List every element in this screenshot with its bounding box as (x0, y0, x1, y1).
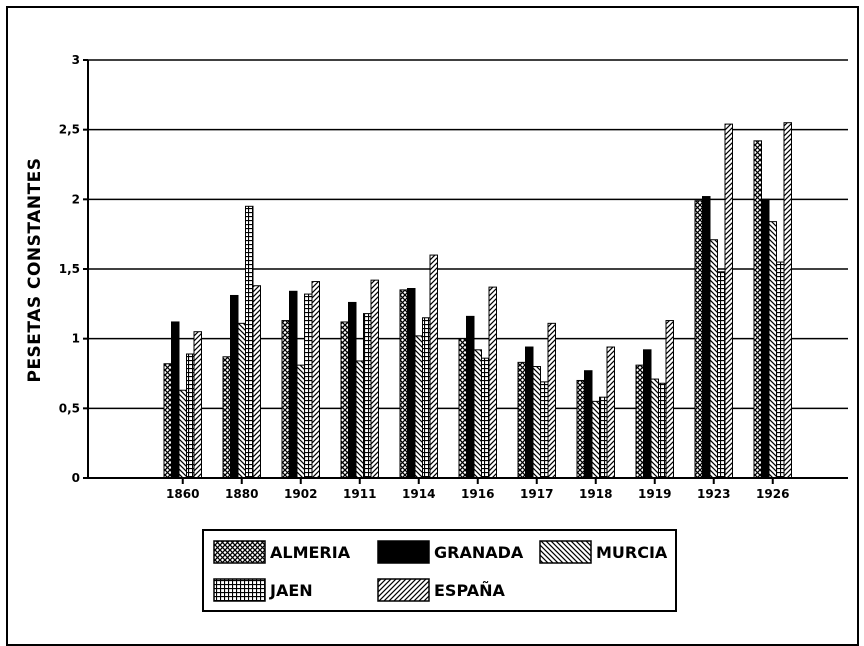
bar-jaen-1916 (481, 357, 490, 479)
bar-españa-1911 (370, 279, 379, 479)
legend-label-españa: ESPAÑA (434, 581, 505, 600)
bar-jaen-1923 (717, 271, 726, 479)
x-tick-labels: 1860 1880 1902 1911 1914 1916 1917 1918 1919 1923… (166, 478, 789, 501)
y-axis-label: PESETAS CONSTANTES (25, 157, 45, 382)
legend-swatch-españa (377, 578, 430, 602)
y-tick-label: 2,5 (59, 123, 80, 137)
legend-swatch-murcia (539, 540, 592, 564)
bar-almeria-1918 (576, 379, 585, 479)
x-tick-label: 1902 (284, 487, 317, 501)
y-tick-labels: 0 0,5 1 1,5 2 2,5 3 (59, 53, 80, 485)
axes (87, 60, 848, 479)
bar-murcia-1918 (591, 400, 600, 479)
bar-murcia-1860 (178, 389, 187, 479)
y-tick-label: 3 (72, 53, 80, 67)
bar-murcia-1926 (768, 221, 777, 479)
bar-españa-1919 (665, 320, 674, 479)
bar-murcia-1911 (355, 360, 364, 479)
bar-jaen-1911 (363, 313, 372, 479)
y-tick-label: 0,5 (59, 401, 80, 415)
bar-españa-1926 (783, 122, 792, 479)
x-tick-label: 1926 (756, 487, 789, 501)
bar-jaen-1860 (186, 353, 195, 479)
bar-murcia-1880 (237, 322, 246, 479)
bar-españa-1880 (252, 285, 261, 479)
bar-españa-1860 (193, 331, 202, 479)
x-tick-label: 1860 (166, 487, 199, 501)
bar-españa-1902 (311, 281, 320, 479)
y-tick-label: 1 (72, 332, 80, 346)
bar-granada-1926 (761, 198, 770, 479)
bar-granada-1918 (584, 370, 593, 479)
legend-label-murcia: MURCIA (596, 543, 668, 562)
x-tick-label: 1911 (343, 487, 376, 501)
x-tick-label: 1919 (638, 487, 671, 501)
legend-swatch-granada (377, 540, 430, 564)
bar-almeria-1926 (753, 140, 762, 479)
legend: ALMERIA GRANADA MURCIA JAEN ESPAÑA (202, 529, 677, 612)
bar-granada-1923 (702, 196, 711, 479)
bar-granada-1914 (407, 288, 416, 479)
bar-almeria-1923 (694, 200, 703, 479)
bar-almeria-1860 (163, 363, 172, 479)
bar-granada-1919 (643, 349, 652, 479)
bar-granada-1916 (466, 315, 475, 479)
bar-murcia-1916 (473, 349, 482, 479)
bar-españa-1914 (429, 254, 438, 479)
legend-swatch-jaen (213, 578, 266, 602)
x-tick-label: 1916 (461, 487, 494, 501)
bar-murcia-1914 (414, 335, 423, 479)
bar-jaen-1919 (658, 382, 667, 479)
bar-almeria-1911 (340, 321, 349, 479)
bar-almeria-1917 (517, 361, 526, 479)
x-tick-label: 1914 (402, 487, 435, 501)
legend-label-almeria: ALMERIA (270, 543, 351, 562)
y-tick-label: 1,5 (59, 262, 80, 276)
bar-jaen-1926 (776, 261, 785, 479)
bar-granada-1917 (525, 346, 534, 479)
legend-label-jaen: JAEN (269, 581, 313, 600)
bar-almeria-1880 (222, 356, 231, 479)
bar-jaen-1902 (304, 293, 313, 479)
bar-granada-1860 (171, 321, 180, 479)
bar-granada-1880 (230, 294, 239, 479)
bar-españa-1918 (606, 346, 615, 479)
bar-españa-1916 (488, 286, 497, 479)
legend-label-granada: GRANADA (434, 543, 524, 562)
x-tick-label: 1918 (579, 487, 612, 501)
bar-murcia-1917 (532, 366, 541, 479)
bar-españa-1917 (547, 322, 556, 479)
x-tick-label: 1880 (225, 487, 258, 501)
bar-almeria-1902 (281, 320, 290, 479)
bar-murcia-1919 (650, 378, 659, 479)
bar-almeria-1914 (399, 289, 408, 479)
y-tick-label: 0 (72, 471, 80, 485)
bar-granada-1902 (289, 290, 298, 479)
legend-box (202, 529, 677, 612)
bar-murcia-1902 (296, 364, 305, 479)
bar-granada-1911 (348, 301, 357, 479)
x-tick-label: 1923 (697, 487, 730, 501)
bar-jaen-1918 (599, 396, 608, 479)
bar-murcia-1923 (709, 239, 718, 479)
bars (163, 122, 792, 479)
x-tick-label: 1917 (520, 487, 553, 501)
bar-chart: 0 0,5 1 1,5 2 2,5 3 1860 1880 1902 1911 1914 1916 19… (25, 53, 848, 612)
bar-jaen-1880 (245, 205, 254, 479)
bar-jaen-1914 (422, 317, 431, 479)
legend-swatch-almeria (213, 540, 266, 564)
bar-jaen-1917 (540, 381, 549, 479)
bar-almeria-1919 (635, 364, 644, 479)
bar-almeria-1916 (458, 338, 467, 479)
bar-españa-1923 (724, 123, 733, 479)
y-tick-label: 2 (72, 192, 80, 206)
